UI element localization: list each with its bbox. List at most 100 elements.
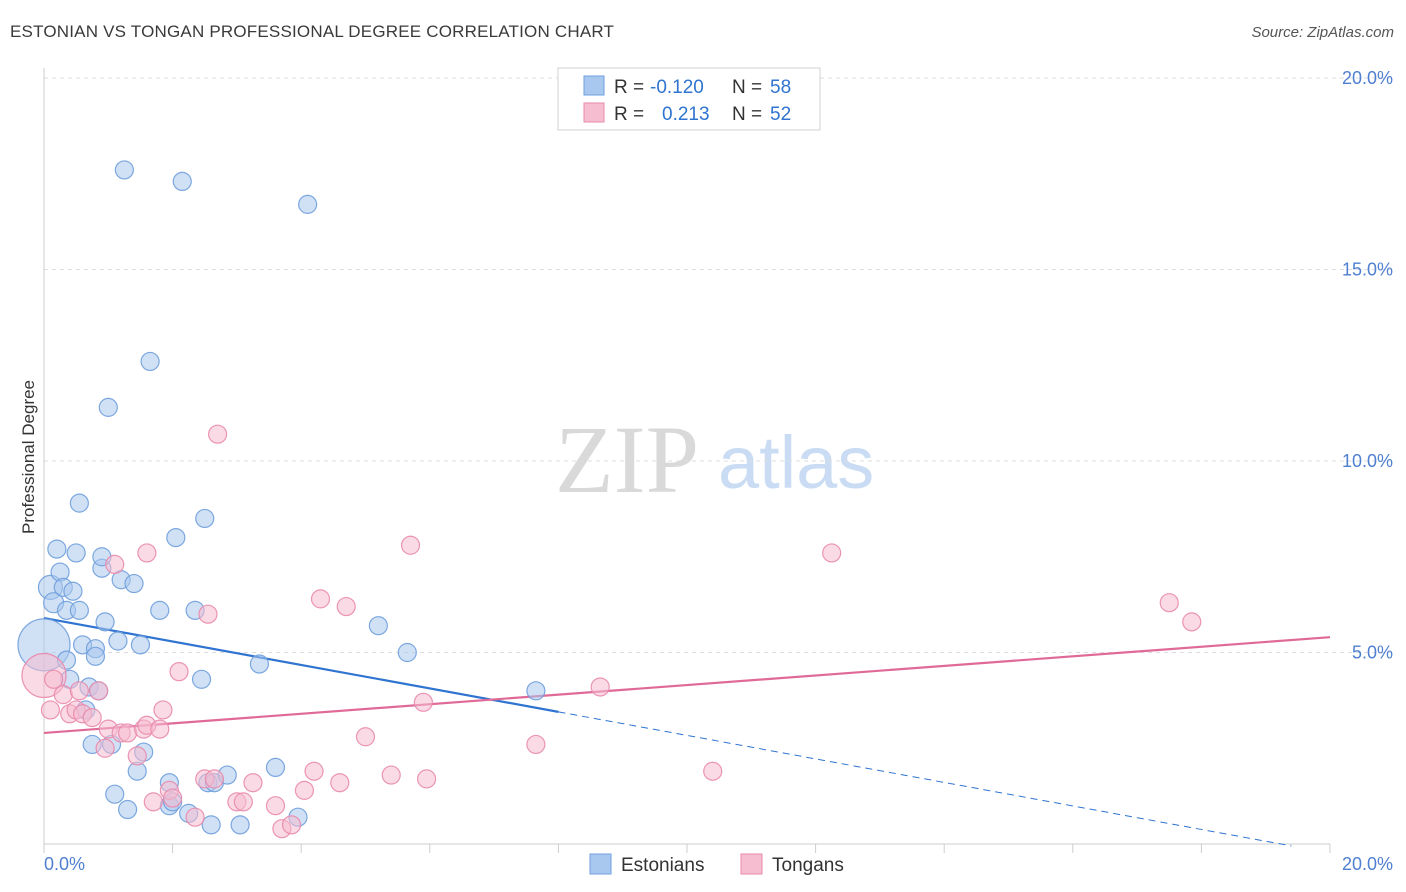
estonian-point-43 (191, 669, 212, 689)
tongan-point-35 (281, 815, 302, 835)
estonian-point-40 (172, 171, 192, 192)
tongan-point-46 (526, 734, 546, 755)
bottom-legend-estonians-label: Estonians (621, 855, 704, 876)
y-axis-label: Professional Degree (19, 380, 38, 534)
estonian-point-51 (265, 757, 286, 778)
estonian-point-30 (124, 573, 144, 594)
watermark-zip: ZIP (555, 406, 699, 513)
tongan-point-1 (40, 700, 61, 720)
estonian-point-29 (117, 799, 138, 820)
legend-tongan-n-label: N = (732, 104, 762, 125)
tongan-point-51 (1182, 612, 1202, 632)
bottom-legend-tongans-label: Tongans (772, 855, 844, 876)
estonian-point-12 (69, 600, 89, 620)
tongan-point-39 (330, 773, 350, 793)
legend-estonian-r-label: R = (614, 77, 644, 98)
tongan-point-3 (53, 685, 73, 705)
tongan-point-43 (400, 535, 421, 555)
tongan-point-6 (69, 681, 89, 701)
estonian-point-3 (47, 539, 67, 559)
tongan-point-8 (82, 708, 102, 728)
x-tick-label-end: 20.0% (1342, 854, 1393, 874)
y-tick-label-5: 5.0% (1352, 643, 1393, 663)
bottom-legend: Estonians Tongans (589, 853, 844, 876)
estonian-trend-extension (558, 711, 1292, 847)
tongan-point-24 (169, 662, 189, 682)
tongan-point-31 (233, 792, 253, 812)
tongan-point-18 (137, 543, 157, 563)
estonian-point-39 (166, 527, 186, 548)
tongan-point-41 (355, 727, 376, 747)
legend-estonian-r-value: -0.120 (650, 77, 704, 98)
tongan-point-19 (143, 792, 163, 812)
legend-estonian-swatch (583, 75, 605, 96)
estonian-trend-line (43, 616, 559, 713)
estonian-point-25 (105, 784, 125, 804)
tongan-point-28 (204, 769, 224, 789)
estonian-point-44 (195, 508, 215, 529)
estonian-point-49 (230, 815, 250, 835)
tongan-point-33 (265, 796, 286, 816)
estonian-point-11 (69, 493, 89, 513)
tongan-point-36 (294, 780, 315, 800)
tick-labels: 5.0% 10.0% 15.0% 20.0% 0.0% 20.0% (44, 68, 1393, 874)
tongan-point-23 (163, 788, 183, 808)
tongan-point-2 (44, 669, 64, 689)
estonian-point-22 (95, 612, 115, 632)
estonian-point-50 (249, 654, 270, 674)
tongan-point-48 (703, 761, 723, 781)
estonian-point-56 (526, 681, 546, 701)
tongan-point-44 (413, 692, 433, 712)
grid-lines (44, 77, 1392, 653)
tongan-point-42 (381, 765, 401, 785)
tongan-point-37 (304, 761, 324, 781)
tongan-point-14 (117, 723, 138, 743)
estonian-point-28 (114, 160, 134, 180)
legend-tongan-r-value: 0.213 (662, 104, 710, 125)
tongan-point-25 (185, 807, 205, 827)
legend-tongan-r-label: R = (614, 104, 644, 125)
estonian-point-46 (201, 815, 221, 835)
tongan-point-45 (416, 769, 437, 789)
estonian-point-53 (298, 194, 318, 214)
legend-tongan-swatch (583, 102, 605, 123)
tongan-point-38 (310, 589, 331, 609)
legend-estonian-n-value: 58 (770, 77, 791, 98)
estonian-point-55 (397, 642, 417, 663)
legend-estonian-n-label: N = (732, 77, 762, 98)
estonian-point-23 (98, 397, 118, 417)
tongan-point-29 (208, 424, 228, 444)
data-points (17, 160, 1202, 839)
bottom-legend-tongans-swatch (740, 853, 763, 875)
tongan-point-49 (822, 543, 842, 563)
source-label: Source: ZipAtlas.com (1251, 24, 1394, 41)
legend-tongan-n-value: 52 (770, 104, 791, 125)
estonian-point-18 (85, 646, 106, 666)
tongan-point-27 (198, 604, 218, 624)
x-tick-label-start: 0.0% (44, 854, 85, 874)
trend-lines (43, 616, 1331, 847)
legend-box: R = -0.120 N = 58 R = 0.213 N = 52 (557, 67, 821, 131)
estonian-point-9 (63, 581, 83, 601)
y-tick-label-10: 10.0% (1342, 451, 1393, 471)
estonian-point-26 (108, 631, 128, 651)
tongan-point-9 (89, 681, 109, 701)
tongan-point-20 (150, 719, 170, 739)
tongan-point-50 (1159, 593, 1179, 613)
estonian-point-34 (140, 351, 160, 372)
estonian-point-35 (150, 600, 170, 620)
tongan-point-10 (95, 738, 115, 758)
tongan-point-32 (243, 773, 263, 793)
tongan-point-47 (590, 677, 610, 697)
y-tick-label-15: 15.0% (1342, 260, 1393, 280)
tongan-point-21 (153, 700, 173, 720)
tongan-point-12 (105, 554, 125, 575)
tongan-point-15 (127, 746, 147, 766)
watermark-atlas: atlas (718, 421, 874, 504)
tongan-point-40 (336, 596, 356, 617)
tongan-trend-line (43, 636, 1331, 735)
chart-title: ESTONIAN VS TONGAN PROFESSIONAL DEGREE C… (10, 22, 615, 41)
estonian-point-32 (130, 635, 151, 655)
bottom-legend-estonians-swatch (589, 853, 612, 875)
